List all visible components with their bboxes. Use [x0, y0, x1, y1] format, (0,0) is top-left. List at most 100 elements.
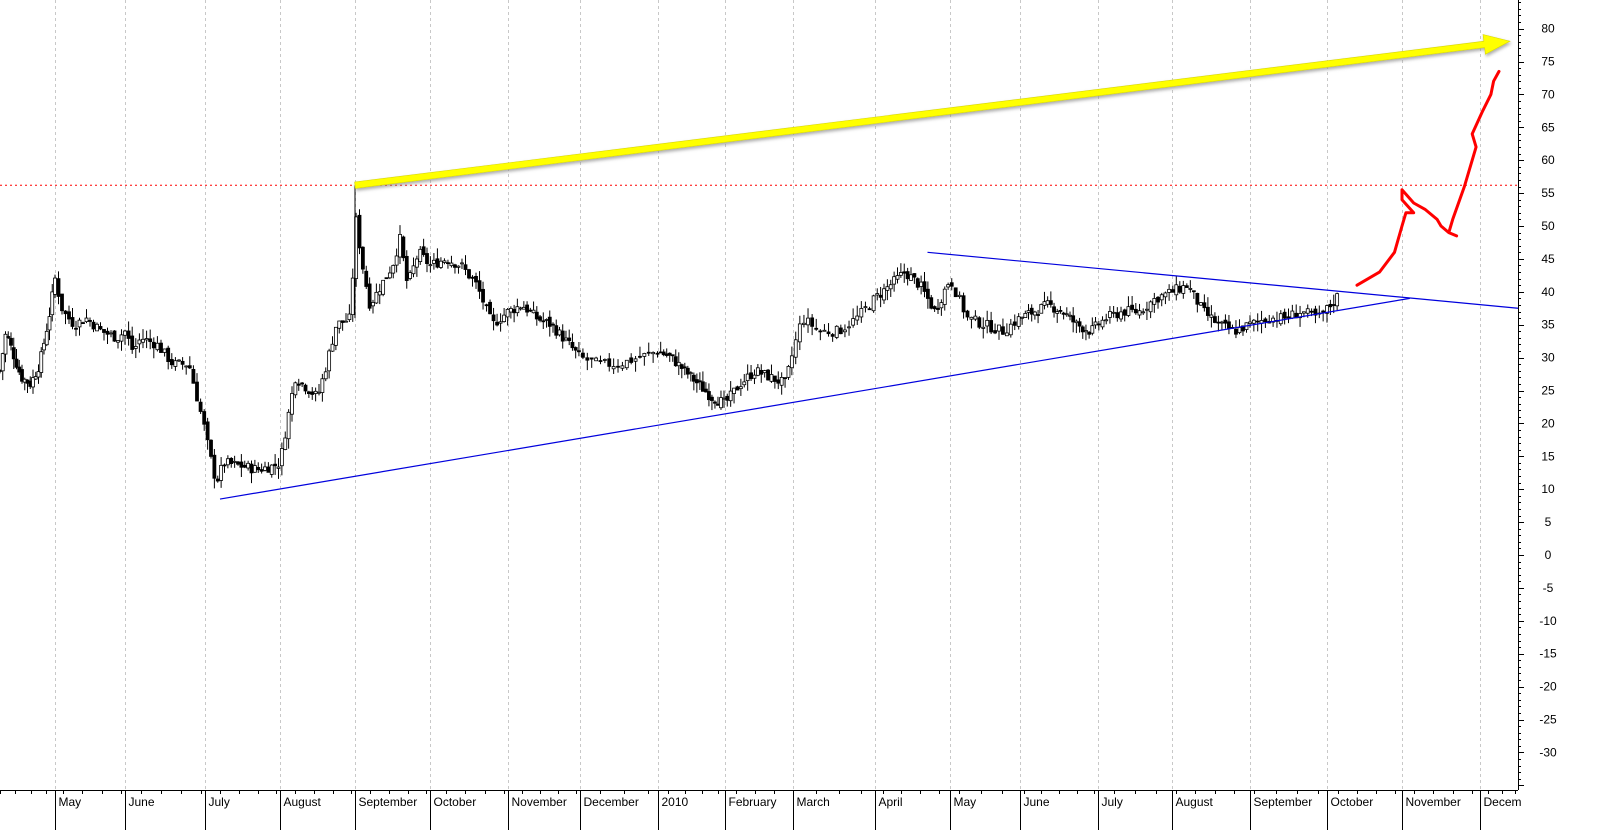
y-tick-label: 5: [1545, 515, 1552, 529]
candle-body-89: [293, 382, 298, 396]
candle-body-24: [67, 311, 71, 320]
candle-body-47: [148, 338, 153, 343]
candle-body-74: [242, 464, 247, 468]
candle-body-80: [263, 466, 267, 471]
candle-body-197: [673, 356, 678, 367]
candle-body-58: [187, 365, 192, 369]
candle-body-28: [81, 322, 85, 324]
candle-body-263: [905, 271, 910, 280]
candle-body-345: [1195, 292, 1200, 305]
candle-body-228: [772, 375, 777, 382]
candle-body-106: [350, 277, 355, 316]
candle-body-278: [957, 294, 962, 297]
candle-body-14: [36, 371, 41, 378]
candle-body-20: [53, 277, 57, 295]
candle-body-146: [488, 301, 492, 315]
candle-body-319: [1100, 319, 1105, 328]
candle-body-339: [1174, 284, 1179, 296]
candle-body-84: [276, 466, 281, 469]
candle-body-268: [922, 281, 927, 292]
candle-body-42: [130, 335, 135, 350]
resistance-trendline: [927, 251, 1519, 309]
candle-body-235: [797, 323, 802, 343]
candle-body-354: [1227, 321, 1231, 330]
x-tick-label: June: [129, 795, 155, 809]
candle-body-77: [252, 465, 257, 473]
candle-body-346: [1198, 302, 1203, 306]
y-tick-label: -25: [1539, 713, 1557, 727]
candle-body-202: [688, 372, 693, 375]
candle-body-114: [377, 291, 382, 296]
candle-body-48: [151, 341, 156, 349]
candle-body-383: [1335, 293, 1340, 307]
candle-body-260: [895, 275, 900, 280]
candle-body-251: [863, 306, 868, 309]
candle-body-331: [1145, 308, 1149, 311]
x-tick-label: August: [284, 795, 322, 809]
x-tick-label: September: [1254, 795, 1313, 809]
y-tick-label: 0: [1545, 548, 1552, 562]
candle-body-17: [44, 330, 49, 346]
candle-body-347: [1202, 302, 1207, 309]
chart-grid: [55, 0, 1481, 790]
candle-body-139: [463, 264, 468, 270]
candle-body-210: [713, 401, 717, 404]
candle-body-19: [50, 291, 55, 316]
candle-body-300: [1039, 304, 1044, 314]
candle-body-364: [1263, 318, 1268, 322]
y-tick-label: 15: [1541, 449, 1555, 463]
candle-body-61: [198, 401, 203, 412]
candle-body-128: [425, 253, 429, 264]
y-tick-label: -20: [1539, 680, 1557, 694]
candle-body-272: [936, 307, 940, 310]
candle-body-103: [340, 320, 345, 323]
candle-body-121: [401, 236, 406, 259]
candle-body-241: [822, 329, 827, 332]
candle-body-115: [381, 279, 386, 295]
candle-body-374: [1302, 311, 1306, 314]
candle-body-276: [949, 282, 954, 287]
candle-body-36: [109, 332, 113, 335]
y-tick-label: 55: [1541, 186, 1555, 200]
candle-body-194: [664, 353, 669, 356]
candle-body-135: [449, 262, 454, 267]
candle-body-373: [1298, 313, 1302, 319]
candle-body-297: [1029, 307, 1034, 315]
x-tick-label: September: [359, 795, 418, 809]
x-tick-label: August: [1176, 795, 1214, 809]
candle-body-258: [888, 284, 893, 290]
candle-body-53: [169, 359, 174, 366]
candle-body-256: [882, 288, 886, 301]
x-tick-label: March: [797, 795, 830, 809]
candle-body-284: [981, 326, 986, 329]
candle-body-26: [74, 327, 78, 330]
candle-body-23: [63, 310, 68, 315]
candle-body-71: [232, 460, 237, 463]
x-tick-label: 2010: [662, 795, 689, 809]
candle-body-45: [141, 338, 145, 343]
candle-body-376: [1309, 310, 1314, 313]
candle-body-148: [495, 321, 499, 326]
candle-body-270: [929, 297, 934, 309]
candle-body-140: [467, 269, 471, 279]
candle-body-308: [1064, 313, 1069, 316]
candle-body-360: [1248, 321, 1252, 324]
candle-body-302: [1045, 300, 1050, 305]
candle-body-243: [830, 334, 835, 337]
candle-body-59: [191, 368, 196, 384]
candle-body-380: [1325, 305, 1329, 314]
candle-body-50: [159, 342, 163, 353]
candle-body-206: [700, 381, 705, 392]
hand-drawn-projection: [1355, 69, 1501, 287]
candle-body-76: [249, 463, 254, 474]
candle-body-123: [408, 272, 413, 279]
candle-body-101: [333, 326, 338, 346]
candle-body-280: [965, 310, 970, 318]
candle-body-46: [144, 338, 149, 341]
candle-body-246: [843, 329, 847, 333]
candle-body-112: [371, 302, 375, 307]
candle-body-371: [1290, 310, 1295, 319]
candle-body-98: [323, 371, 328, 380]
x-tick-label: June: [1024, 795, 1050, 809]
candle-body-236: [802, 322, 806, 325]
